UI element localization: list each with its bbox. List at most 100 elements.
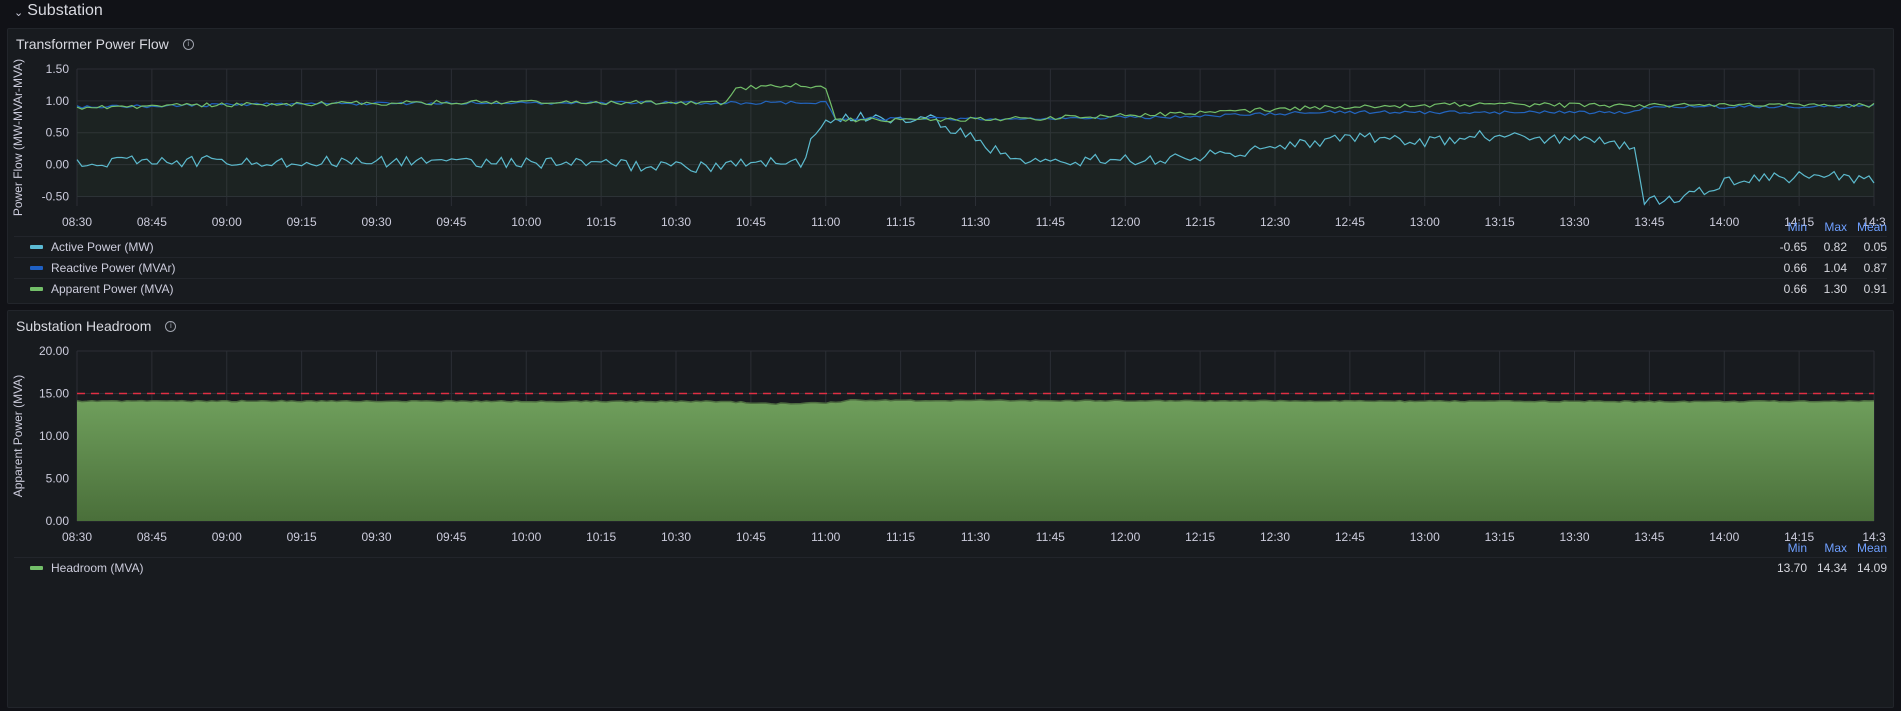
x-tick-label: 11:45 [1036,530,1065,544]
x-tick-label: 11:00 [811,215,840,229]
y-tick-label: 1.50 [46,62,70,76]
series-area-apparent-power [77,83,1874,197]
y-tick-label: 20.00 [39,344,69,358]
legend-min: 0.66 [1783,282,1807,296]
y-tick-label: 5.00 [46,472,70,486]
headroom-chart[interactable]: 20.00 15.00 10.00 5.00 0.00 08:30 08:45 09:00 09… [8,311,1895,551]
y-axis-label: Power Flow (MW-MVAr-MVA) [11,59,25,216]
x-tick-label: 10:00 [511,215,541,229]
x-tick-label: 10:30 [661,530,691,544]
x-tick-label: 11:30 [961,530,990,544]
series-line-headroom [76,398,1875,406]
legend-header-min[interactable]: Min [1787,220,1807,234]
x-tick-label: 10:00 [511,530,541,544]
x-tick-label: 14:00 [1709,530,1739,544]
legend-label: Active Power (MW) [51,240,154,254]
legend-mean: 0.05 [1863,240,1887,254]
x-tick-label: 12:00 [1110,215,1140,229]
x-tick-label: 13:15 [1485,530,1515,544]
legend-mean: 0.87 [1863,261,1887,275]
legend-headroom: Min Max Mean Headroom (MVA) 13.70 14.34 … [14,541,1887,578]
legend-min: 13.70 [1776,561,1807,575]
series-line-active-power-mw [76,111,1875,206]
x-tick-label: 09:45 [436,215,466,229]
x-tick-label: 09:45 [436,530,466,544]
x-tick-label: 14:3 [1862,530,1886,544]
panel-substation-headroom: Substation Headroom i 20.00 15.00 10.00 5.0… [7,310,1894,708]
chevron-down-icon[interactable]: ⌄ [14,6,24,19]
x-tick-label: 10:15 [586,530,616,544]
legend-swatch [30,245,43,249]
x-tick-label: 09:30 [361,530,391,544]
x-tick-label: 14:15 [1784,215,1814,229]
y-tick-label: 15.00 [39,387,69,401]
info-icon[interactable]: i [182,38,194,50]
x-tick-label: 13:30 [1559,215,1589,229]
y-tick-label: 0.50 [46,126,70,140]
x-tick-label: 14:00 [1709,215,1739,229]
legend-mean: 0.91 [1863,282,1887,296]
legend-max: 14.34 [1816,561,1847,575]
y-tick-label: -0.50 [42,189,70,203]
x-tick-label: 10:30 [661,215,691,229]
legend-row-headroom[interactable]: Headroom (MVA) 13.70 14.34 14.09 [14,557,1887,578]
panel-title: Transformer Power Flow [16,36,169,52]
x-tick-label: 11:30 [961,215,990,229]
x-tick-label: 09:00 [212,530,242,544]
x-tick-label: 09:00 [212,215,242,229]
row-header-substation[interactable]: ⌄ Substation [14,0,103,22]
legend-row-apparent-power[interactable]: Apparent Power (MVA) 0.66 1.30 0.91 [14,278,1887,299]
row-title: Substation [27,2,103,19]
x-tick-label: 11:15 [886,215,915,229]
y-tick-label: 0.00 [46,514,70,528]
legend-row-active-power[interactable]: Active Power (MW) -0.65 0.82 0.05 [14,236,1887,257]
legend-header-max[interactable]: Max [1824,541,1847,555]
x-tick-label: 11:00 [811,530,840,544]
series-line-reactive-power-mvar [76,100,1875,121]
info-icon[interactable]: i [165,320,177,332]
x-tick-label: 13:45 [1634,530,1664,544]
legend-row-reactive-power[interactable]: Reactive Power (MVAr) 0.66 1.04 0.87 [14,257,1887,278]
legend-label: Headroom (MVA) [51,561,144,575]
x-tick-label: 13:00 [1410,215,1440,229]
panel-title-bar: Substation Headroom i [16,317,177,335]
legend-header: Min Max Mean [14,541,1887,557]
legend-min: 0.66 [1783,261,1807,275]
legend-header-mean[interactable]: Mean [1856,220,1887,234]
x-tick-label: 10:15 [586,215,616,229]
legend-label: Apparent Power (MVA) [51,282,174,296]
legend-header-max[interactable]: Max [1824,220,1847,234]
legend-swatch [30,566,43,570]
legend-header-min[interactable]: Min [1787,541,1807,555]
x-tick-label: 08:45 [137,215,167,229]
legend-min: -0.65 [1779,240,1807,254]
x-tick-label: 13:30 [1559,530,1589,544]
x-tick-label: 08:30 [62,215,92,229]
y-tick-label: 10.00 [39,429,69,443]
x-tick-label: 09:15 [287,530,317,544]
legend-power-flow: Min Max Mean Active Power (MW) -0.65 0.8… [14,220,1887,299]
x-tick-label: 13:15 [1485,215,1515,229]
x-tick-label: 13:00 [1410,530,1440,544]
x-tick-label: 12:45 [1335,215,1365,229]
x-tick-label: 11:45 [1036,215,1065,229]
panel-title-bar: Transformer Power Flow i [16,35,194,53]
x-tick-label: 12:45 [1335,530,1365,544]
power-flow-chart[interactable]: 1.50 1.00 0.50 0.00 -0.50 08:30 08:45 09:00 09:1… [8,29,1895,229]
x-tick-label: 14:3 [1862,215,1886,229]
y-tick-label: 1.00 [46,94,70,108]
x-tick-label: 10:45 [736,530,766,544]
series-area-headroom [77,399,1874,521]
x-tick-label: 08:30 [62,530,92,544]
x-tick-label: 12:15 [1185,215,1215,229]
x-tick-label: 12:30 [1260,530,1290,544]
y-axis-label: Apparent Power (MVA) [11,375,25,498]
legend-max: 0.82 [1823,240,1847,254]
x-tick-label: 08:45 [137,530,167,544]
legend-header: Min Max Mean [14,220,1887,236]
legend-mean: 14.09 [1856,561,1887,575]
legend-header-mean[interactable]: Mean [1856,541,1887,555]
x-tick-label: 09:15 [287,215,317,229]
y-tick-label: 0.00 [46,158,70,172]
panel-transformer-power-flow: Transformer Power Flow i 1.50 1.00 0.50 0.0… [7,28,1894,304]
